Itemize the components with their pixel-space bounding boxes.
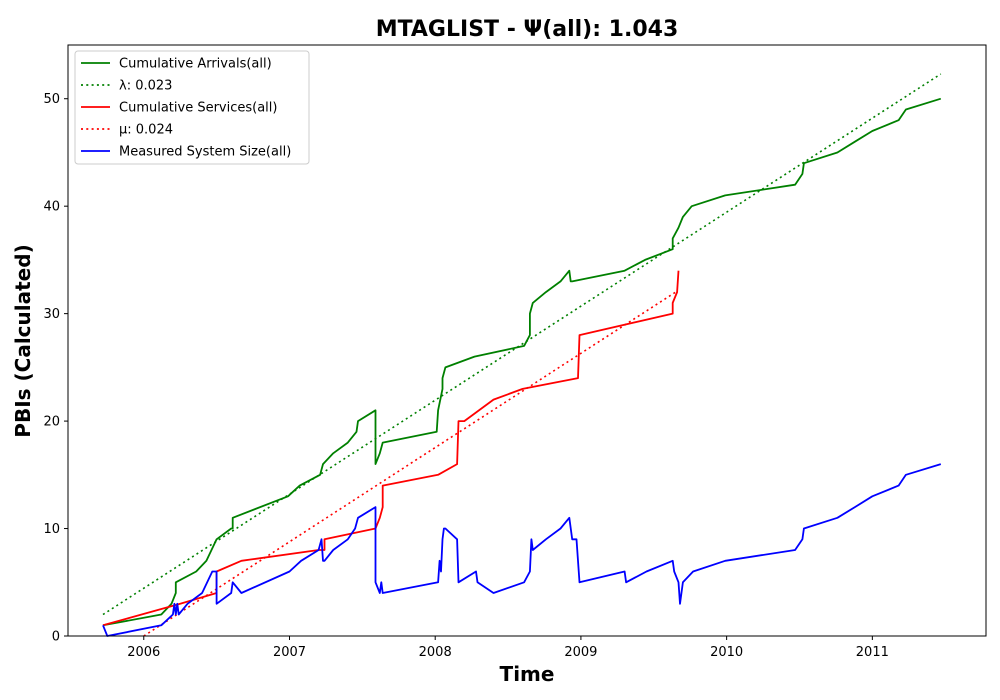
plot-area	[102, 73, 942, 637]
y-axis: 0 10 20 30 40 50	[43, 92, 68, 645]
y-tick-label: 30	[43, 307, 60, 322]
x-tick-label: 2007	[273, 645, 306, 660]
y-tick-label: 20	[43, 415, 60, 430]
series-line-0	[102, 97, 942, 627]
x-tick-label: 2010	[710, 645, 743, 660]
legend-box	[74, 50, 310, 165]
x-tick-label: 2009	[564, 645, 597, 660]
y-tick-label: 40	[43, 200, 60, 215]
chart-title: MTAGLIST - Ψ(all): 1.043	[376, 17, 679, 42]
x-axis-label: Time	[500, 662, 555, 686]
x-tick-label: 2008	[419, 645, 452, 660]
x-tick-label: 2011	[856, 645, 889, 660]
legend-label: μ: 0.024	[119, 123, 173, 138]
y-tick-label: 50	[43, 92, 60, 107]
x-axis: 2006 2007 2008 2009 2010 2011	[127, 636, 889, 660]
series-line-4	[102, 463, 942, 637]
y-tick-label: 10	[43, 522, 60, 537]
legend: Cumulative Arrivals(all) λ: 0.023 Cumulati…	[74, 50, 310, 165]
legend-label: Cumulative Arrivals(all)	[119, 57, 272, 72]
series-line-1	[102, 73, 942, 616]
x-tick-label: 2006	[127, 645, 160, 660]
legend-label: Measured System Size(all)	[119, 145, 291, 160]
legend-label: Cumulative Services(all)	[119, 101, 277, 116]
legend-label: λ: 0.023	[119, 79, 172, 94]
series-line-2	[102, 270, 680, 627]
plot-frame	[67, 44, 987, 637]
y-axis-label: PBIs (Calculated)	[11, 244, 35, 437]
y-tick-label: 0	[52, 630, 60, 645]
series-line-3	[143, 291, 677, 637]
